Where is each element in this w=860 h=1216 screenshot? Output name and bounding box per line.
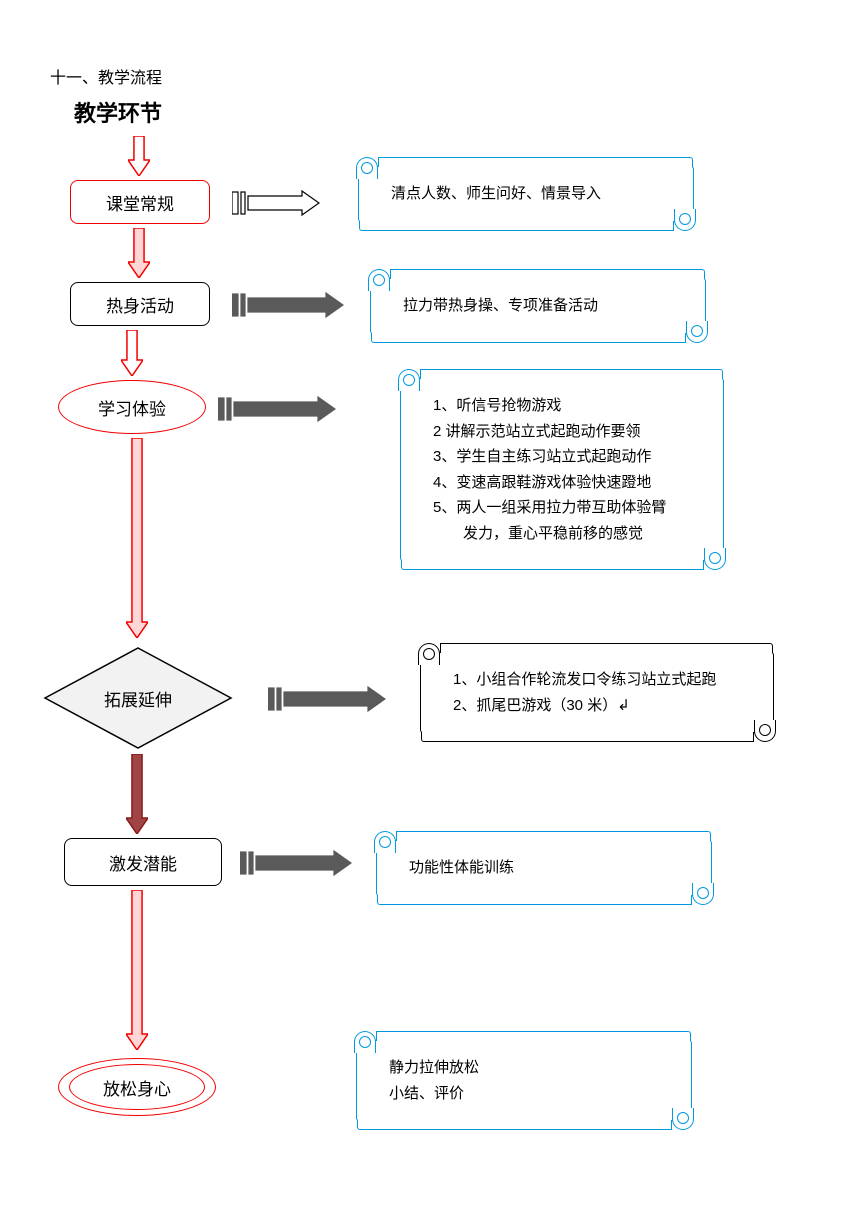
scroll-3: 1、小组合作轮流发口令练习站立式起跑2、抓尾巴游戏（30 米）↲: [420, 652, 774, 733]
flow-node-n2: 热身活动: [70, 282, 210, 326]
flow-node-n5: 激发潜能: [64, 838, 222, 886]
page-title: 教学环节: [74, 96, 162, 128]
flow-node-n4: 拓展延伸: [43, 646, 233, 750]
h-arrow-4: [240, 850, 352, 876]
down-arrow-2: [121, 330, 143, 376]
down-arrow-3: [126, 438, 148, 638]
scroll-2: 1、听信号抢物游戏2 讲解示范站立式起跑动作要领3、学生自主练习站立式起跑动作4…: [400, 378, 724, 561]
down-arrow-4: [126, 754, 148, 834]
scroll-4: 功能性体能训练: [376, 840, 712, 896]
h-arrow-2: [218, 396, 336, 422]
down-arrow-0: [128, 136, 150, 176]
scroll-0: 清点人数、师生问好、情景导入: [358, 166, 694, 222]
flow-node-n6: 放松身心: [58, 1058, 216, 1116]
h-arrow-3: [268, 686, 386, 712]
h-arrow-1: [232, 292, 344, 318]
scroll-1: 拉力带热身操、专项准备活动: [370, 278, 706, 334]
down-arrow-1: [128, 228, 150, 278]
down-arrow-5: [126, 890, 148, 1050]
flow-node-n1: 课堂常规: [70, 180, 210, 224]
scroll-5: 静力拉伸放松小结、评价: [356, 1040, 692, 1121]
flow-node-n3: 学习体验: [58, 380, 206, 434]
h-arrow-0: [232, 190, 320, 216]
section-number: 十一、教学流程: [50, 64, 162, 88]
